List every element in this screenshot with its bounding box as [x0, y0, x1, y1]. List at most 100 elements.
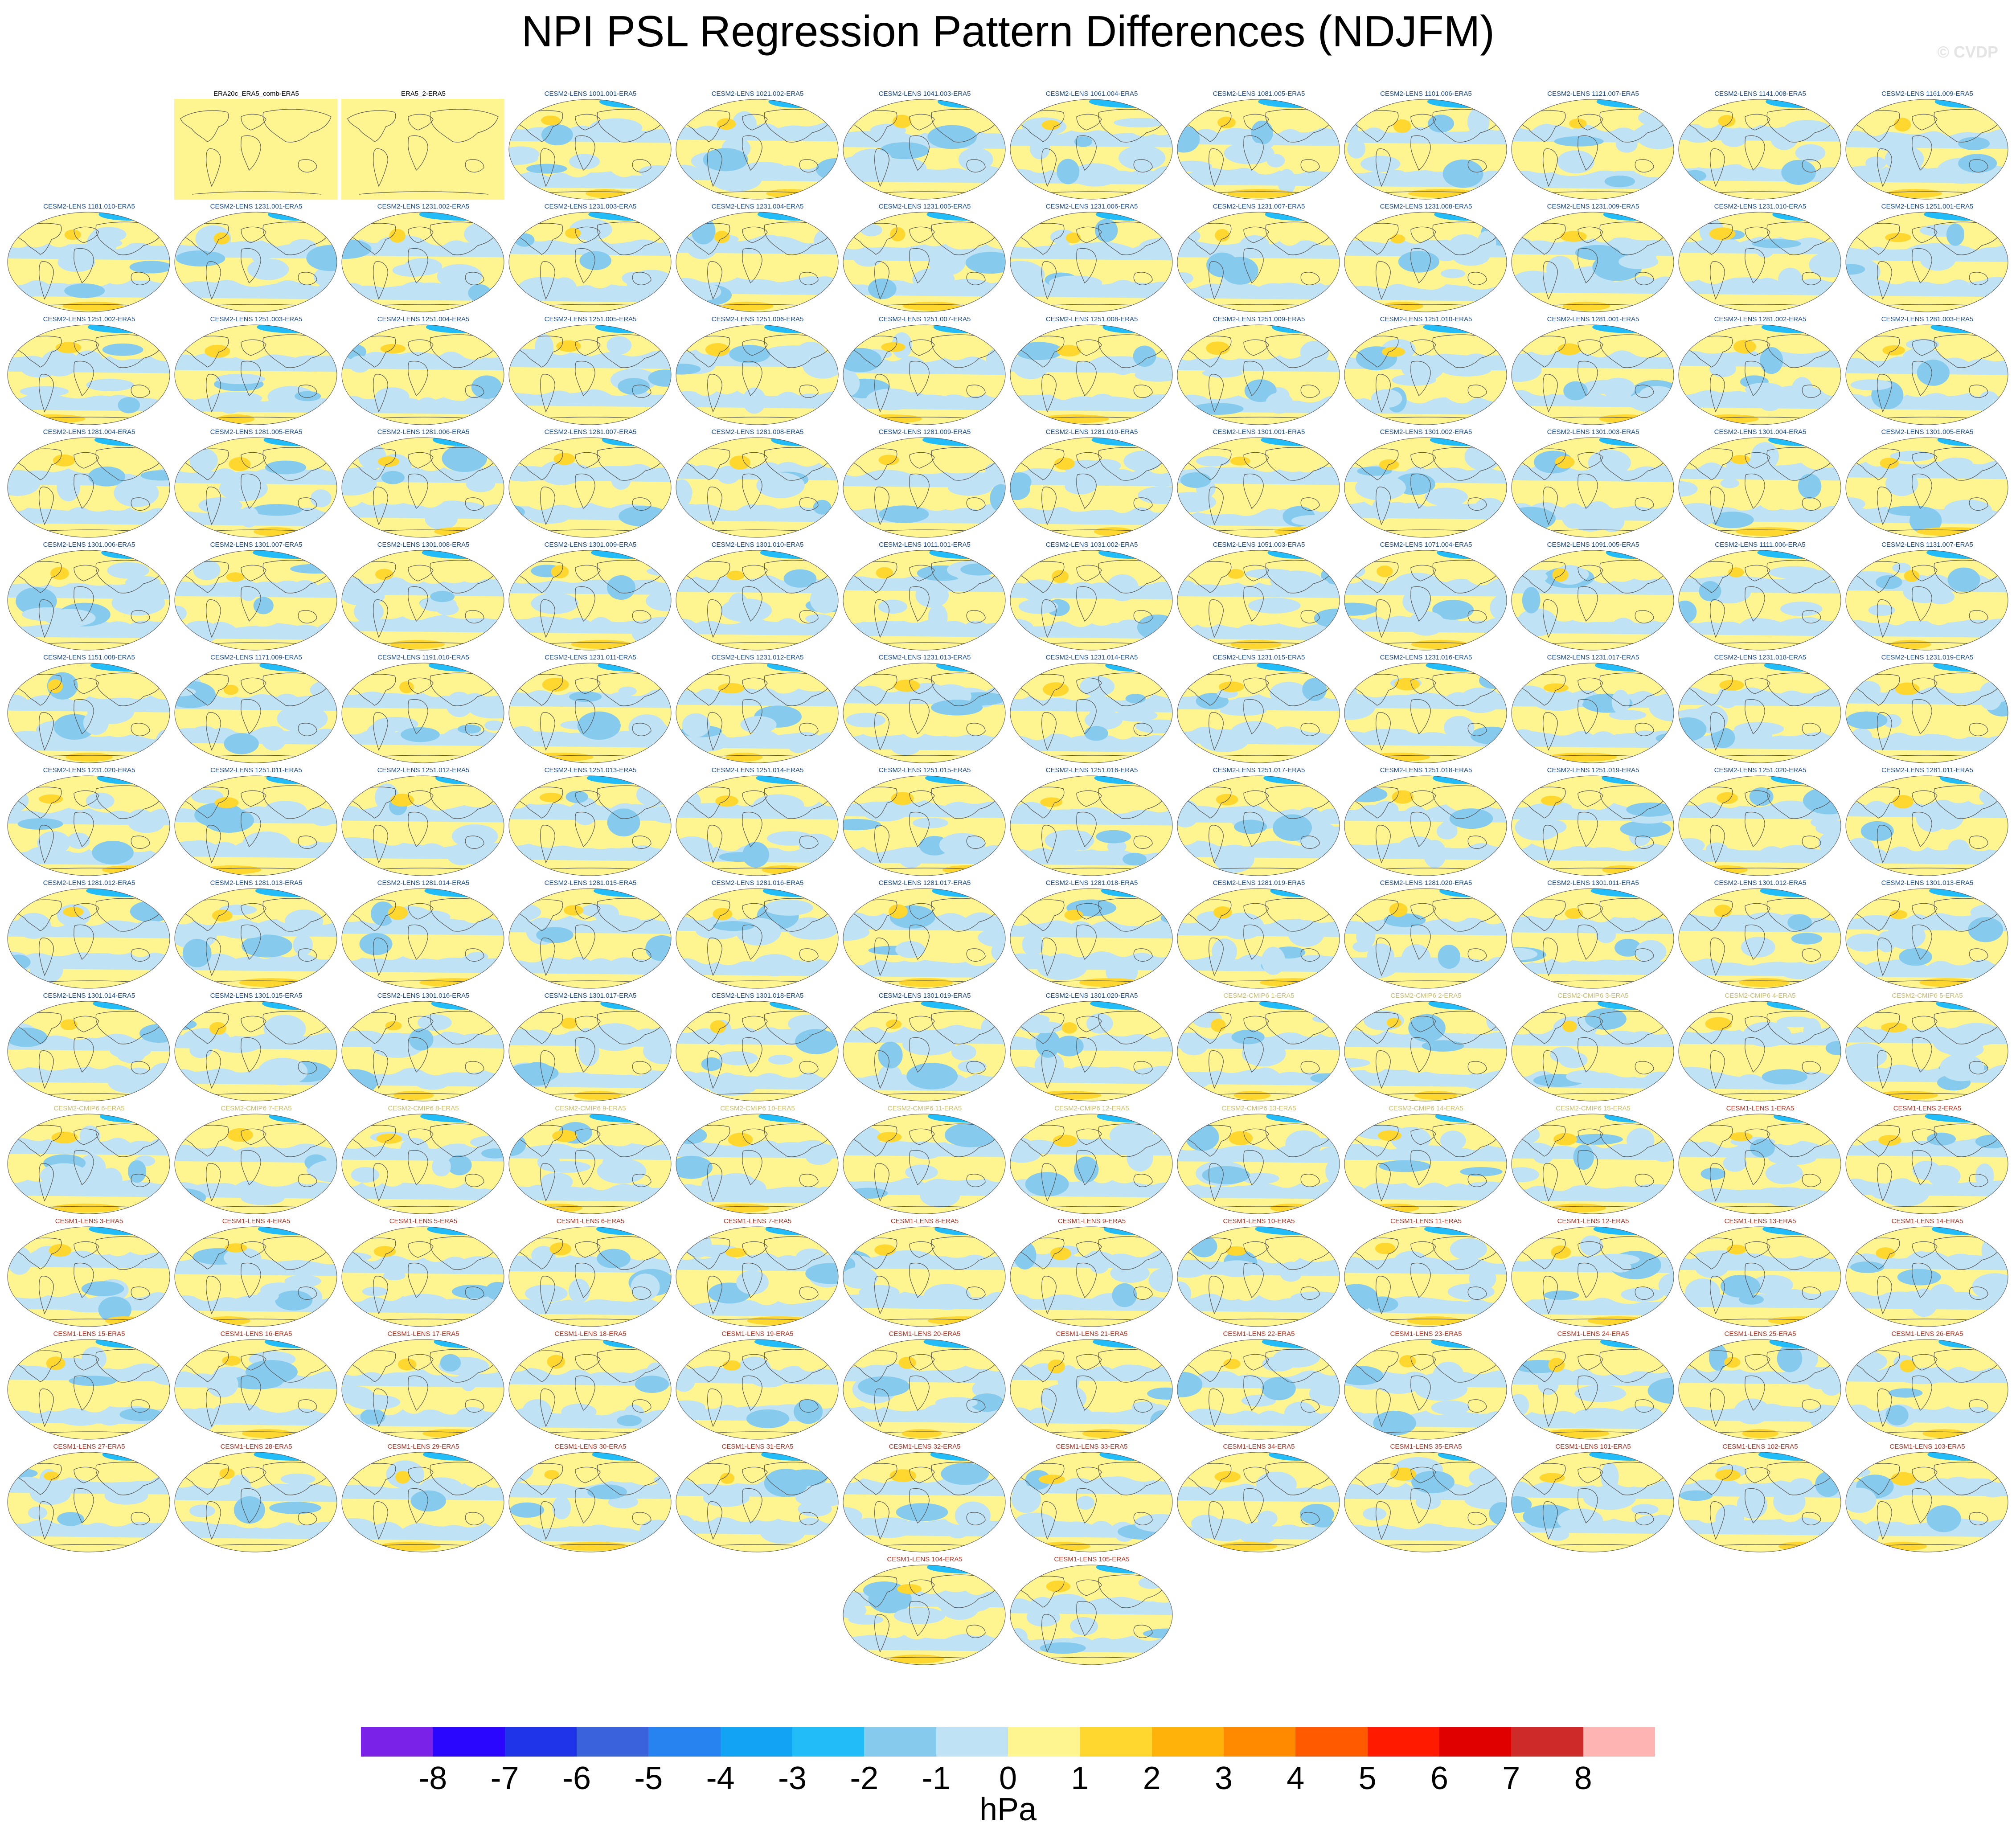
coastline: [1410, 1241, 1436, 1258]
negative-anomaly-region: [920, 1184, 960, 1208]
positive-anomaly-region: [574, 1091, 621, 1100]
panel-title: CESM2-LENS 1301.006-ERA5: [43, 541, 135, 549]
coastline: [1517, 223, 1566, 255]
coastline: [799, 1399, 819, 1413]
negative-anomaly-region: [843, 244, 1005, 262]
negative-anomaly-region: [381, 471, 405, 484]
positive-anomaly-region: [105, 1316, 144, 1325]
map-panel: CESM1-LENS 23-ERA5: [1344, 1330, 1508, 1440]
coastline: [848, 786, 897, 819]
negative-anomaly-region: [1574, 1385, 1626, 1402]
map-panel: CESM2-LENS 1171.009-ERA5: [174, 654, 338, 763]
negative-anomaly-region: [310, 489, 332, 508]
regression-map: [7, 663, 170, 763]
coastline: [966, 1174, 986, 1187]
negative-anomaly-region: [706, 1074, 758, 1096]
coastline: [1745, 677, 1770, 694]
map-panel: CESM2-LENS 1231.004-ERA5: [676, 203, 840, 312]
negative-anomaly-region: [978, 927, 1005, 948]
positive-anomaly-region: [1715, 1469, 1741, 1481]
negative-anomaly-region: [863, 1581, 905, 1599]
coastline: [874, 712, 889, 751]
panel-title: CESM1-LENS 103-ERA5: [1889, 1443, 1965, 1450]
map-panel: CESM2-LENS 1281.010-ERA5: [1010, 428, 1174, 538]
positive-anomaly-region: [1052, 569, 1069, 583]
negative-anomaly-region: [223, 1248, 262, 1268]
panel-title: CESM2-LENS 1041.003-ERA5: [878, 90, 971, 98]
map-panel: CESM2-CMIP6 2-ERA5: [1344, 992, 1508, 1102]
coastline: [1543, 1388, 1558, 1427]
negative-anomaly-region: [1980, 1483, 2006, 1498]
coastline: [632, 385, 652, 398]
coastline: [1578, 226, 1603, 243]
coastline: [874, 599, 889, 638]
negative-anomaly-region: [1118, 619, 1141, 629]
negative-anomaly-region: [275, 1290, 313, 1311]
negative-anomaly-region: [1777, 1016, 1814, 1028]
coastline: [1467, 948, 1487, 962]
negative-anomaly-region: [1196, 455, 1230, 467]
map-border: [7, 1339, 170, 1440]
panel-title: CESM1-LENS 10-ERA5: [1223, 1217, 1295, 1225]
coastline: [465, 159, 484, 172]
regression-map: [1678, 437, 1841, 538]
positive-anomaly-region: [1876, 1091, 1938, 1100]
positive-anomaly-region: [544, 1470, 559, 1479]
negative-anomaly-region: [104, 1487, 148, 1505]
map-border: [1344, 550, 1507, 651]
map-panel: CESM2-LENS 1251.003-ERA5: [174, 315, 338, 425]
negative-anomaly-region: [1571, 1134, 1623, 1145]
coastline: [1802, 272, 1821, 285]
negative-anomaly-region: [64, 283, 105, 298]
colorbar-tick-label: 0: [999, 1761, 1017, 1796]
negative-anomaly-region: [1619, 254, 1659, 269]
map-border: [843, 1114, 1006, 1214]
negative-anomaly-region: [342, 587, 385, 606]
negative-anomaly-region: [843, 371, 860, 397]
coastline: [1578, 924, 1598, 960]
positive-anomaly-region: [1742, 1429, 1778, 1438]
coastline: [742, 586, 762, 622]
map-border: [1511, 1339, 1674, 1440]
positive-anomaly-region: [1390, 234, 1405, 244]
negative-anomaly-region: [893, 1607, 946, 1624]
coastline: [206, 825, 221, 864]
negative-anomaly-region: [1383, 913, 1426, 927]
coastline: [1376, 1050, 1391, 1089]
coastline: [241, 586, 261, 622]
negative-anomaly-region: [377, 235, 427, 254]
negative-anomaly-region: [74, 350, 103, 372]
negative-anomaly-region: [88, 466, 126, 487]
negative-anomaly-region: [565, 849, 605, 859]
panel-title: CESM2-LENS 1231.005-ERA5: [878, 203, 971, 210]
coastline: [131, 1174, 150, 1187]
negative-anomaly-region: [1899, 948, 1932, 966]
negative-anomaly-region: [1110, 1263, 1150, 1283]
positive-anomaly-region: [549, 1242, 571, 1256]
negative-anomaly-region: [193, 560, 221, 580]
map-border: [1511, 1114, 1674, 1214]
coastline: [848, 674, 897, 706]
negative-anomaly-region: [8, 920, 170, 938]
coastline: [39, 938, 54, 976]
negative-anomaly-region: [129, 261, 170, 274]
coastline: [742, 114, 768, 131]
negative-anomaly-region: [1040, 1642, 1086, 1654]
negative-anomaly-region: [258, 1057, 308, 1085]
positive-anomaly-region: [717, 118, 736, 130]
coastline: [540, 712, 555, 751]
map-border: [1344, 888, 1507, 989]
negative-anomaly-region: [1762, 1069, 1808, 1085]
coastline: [241, 699, 261, 734]
positive-anomaly-region: [1900, 1360, 1916, 1372]
coastline: [1745, 811, 1765, 847]
coastline: [241, 1488, 261, 1524]
coastline: [74, 903, 99, 920]
map-border: [1010, 1452, 1173, 1552]
negative-anomaly-region: [606, 336, 632, 355]
panel-title: CESM2-LENS 1051.003-ERA5: [1213, 541, 1305, 549]
colorbar-box: [1583, 1727, 1655, 1757]
colorbar-box: [576, 1727, 649, 1757]
coastline: [408, 1262, 428, 1298]
coastline: [1745, 699, 1765, 734]
